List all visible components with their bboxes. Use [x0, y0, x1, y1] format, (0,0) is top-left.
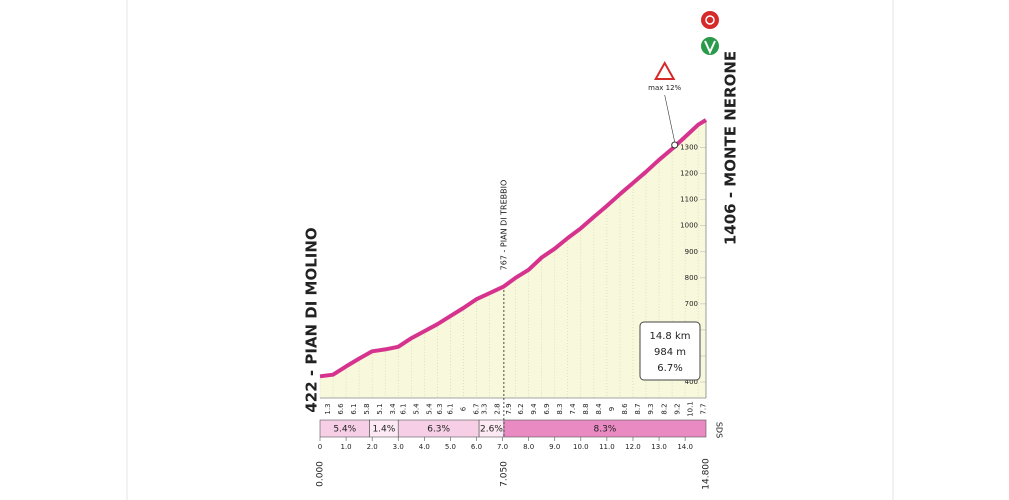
footer: SDS — [715, 422, 724, 438]
summary-text: 14.8 km — [650, 331, 691, 342]
gradient-band-label: 6.3% — [427, 425, 450, 435]
segment-gradient: 6.7 — [472, 403, 480, 414]
x-tick-label: 14.0 — [677, 443, 693, 451]
segment-gradient: 7.4 — [569, 403, 577, 415]
segment-gradient: 9.4 — [530, 403, 538, 415]
segment-gradient: 6.1 — [350, 403, 358, 414]
segment-gradient: 1.3 — [324, 403, 332, 414]
x-tick-label: 5.0 — [445, 443, 456, 451]
y-tick-label: 1100 — [680, 196, 698, 204]
x-tick-label: 7.0 — [497, 443, 508, 451]
climb-icon — [704, 40, 716, 55]
gradient-band-label: 5.4% — [333, 425, 356, 435]
summary-text: 984 m — [654, 347, 686, 358]
gradient-band — [503, 419, 707, 438]
gradient-band-label: 8.3% — [593, 425, 616, 435]
x-tick-label: 10.0 — [573, 443, 589, 451]
segment-gradient: 8.8 — [582, 403, 590, 414]
x-tick-label: 9.0 — [549, 443, 560, 451]
y-tick-label: 700 — [685, 300, 698, 308]
x-tick-label: 3.0 — [393, 443, 404, 451]
gradient-band-label: 1.4% — [372, 425, 395, 435]
y-tick-label: 1000 — [680, 222, 698, 230]
segment-gradient: 7.7 — [699, 403, 707, 414]
segment-gradient: 6.1 — [399, 403, 407, 414]
segment-gradient: 7.9 — [505, 403, 513, 414]
segment-gradient: 8.2 — [660, 403, 668, 414]
x-tick-label: 12.0 — [625, 443, 641, 451]
segment-gradient: 8.7 — [634, 403, 642, 414]
x-tick-label: 6.0 — [471, 443, 482, 451]
summary-text: 6.7% — [657, 363, 682, 374]
y-tick-label: 400 — [685, 378, 698, 386]
x-tick-label: 4.0 — [419, 443, 430, 451]
x-tick-label: 8.0 — [523, 443, 534, 451]
segment-gradient: 6.2 — [517, 403, 525, 414]
max-gradient-icon — [653, 60, 676, 80]
stage-icon — [701, 11, 719, 29]
finish-label: 1406 - MONTE NERONE — [722, 51, 740, 245]
segment-gradient: 3.3 — [480, 403, 488, 414]
segment-gradient: 6.6 — [337, 403, 345, 415]
gradient-band-label: 2.6% — [480, 425, 503, 435]
point-label: 14.800 — [702, 458, 712, 490]
segment-gradient: 5.1 — [376, 403, 384, 414]
segment-gradient: 9.2 — [673, 403, 681, 414]
summary-box — [639, 321, 701, 381]
start-label: 422 - PIAN DI MOLINO — [303, 227, 321, 412]
waypoint-label: 767 - PIAN DI TREBBIO — [499, 180, 508, 271]
point-label: 0.000 — [316, 461, 326, 487]
segment-gradient: 2.8 — [493, 403, 501, 414]
segment-gradient: 8.6 — [621, 403, 629, 415]
segment-gradient: 8.4 — [595, 403, 603, 415]
plot: 40050060070080090010001100120013001.36.6… — [316, 60, 712, 490]
x-tick-label: 0 — [318, 443, 322, 451]
segment-gradient: 5.8 — [363, 403, 371, 414]
x-tick-label: 13.0 — [651, 443, 667, 451]
segment-gradient: 9.3 — [647, 403, 655, 414]
profile-area — [320, 120, 706, 398]
x-tick-label: 11.0 — [599, 443, 615, 451]
point-label: 7.050 — [499, 461, 509, 487]
profile-line — [319, 118, 708, 379]
segment-gradient: 5.4 — [426, 403, 434, 415]
segment-gradient: 3.4 — [389, 403, 397, 415]
segment-gradient: 5.4 — [413, 403, 421, 415]
segment-gradient: 6.1 — [446, 403, 454, 414]
segment-gradient: 6.3 — [436, 403, 444, 414]
x-tick-label: 2.0 — [367, 443, 378, 451]
y-tick-label: 1200 — [680, 170, 698, 178]
y-tick-label: 1300 — [680, 144, 698, 152]
y-tick-label: 800 — [685, 274, 698, 282]
max-gradient-label: max 12% — [648, 84, 681, 92]
max-gradient-marker — [671, 141, 679, 149]
segment-gradient: 9 — [608, 407, 616, 411]
segment-gradient: 10.1 — [686, 401, 694, 417]
x-tick-label: 1.0 — [341, 443, 352, 451]
segment-gradient: 8.3 — [556, 403, 564, 414]
segment-gradient: 6.9 — [543, 403, 551, 414]
y-tick-label: 900 — [685, 248, 698, 256]
segment-gradient: 6 — [459, 406, 467, 411]
stage-icon — [705, 15, 715, 25]
max-gradient-leader — [664, 94, 675, 143]
